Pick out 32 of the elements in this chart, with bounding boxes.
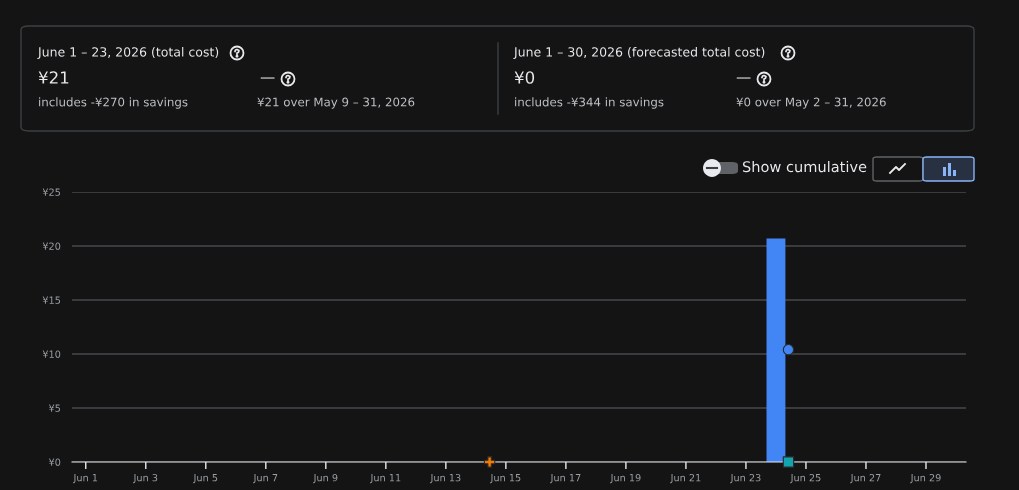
x-tick-label: Jun 7 bbox=[253, 474, 278, 484]
text: — bbox=[736, 77, 751, 79]
text: ¥0 bbox=[514, 71, 535, 84]
x-tick-label: Jun 15 bbox=[490, 474, 521, 484]
y-tick-label: ¥0 bbox=[48, 458, 61, 466]
y-tick-label: ¥5 bbox=[48, 404, 61, 412]
x-tick-label: Jun 21 bbox=[670, 473, 701, 484]
text: June 1 – 23, 2026 (total cost) bbox=[37, 46, 219, 59]
text: — bbox=[260, 77, 275, 79]
text: includes -¥270 in savings bbox=[39, 97, 188, 109]
y-tick-label: ¥20 bbox=[42, 242, 61, 250]
y-tick-label: ¥15 bbox=[42, 296, 61, 304]
x-tick-label: Jun 1 bbox=[73, 474, 98, 484]
x-tick-label: Jun 23 bbox=[730, 473, 761, 484]
x-tick-label: Jun 17 bbox=[550, 474, 581, 484]
x-tick-label: Jun 5 bbox=[193, 474, 218, 484]
x-tick-label: Jun 25 bbox=[790, 473, 821, 484]
text: includes -¥344 in savings bbox=[515, 97, 664, 109]
text: ¥21 bbox=[38, 71, 69, 84]
x-tick-label: Jun 3 bbox=[133, 473, 158, 484]
x-tick-label: Jun 27 bbox=[850, 473, 881, 484]
y-tick-label: ¥25 bbox=[42, 188, 61, 196]
text: June 1 – 30, 2026 (forecasted total cost) bbox=[513, 46, 765, 59]
x-tick-label: Jun 29 bbox=[910, 473, 941, 484]
x-tick-label: Jun 19 bbox=[610, 473, 641, 484]
text: Show cumulative bbox=[742, 160, 867, 173]
text: ¥21 over May 9 – 31, 2026 bbox=[257, 97, 415, 109]
x-tick-label: Jun 9 bbox=[313, 473, 338, 484]
x-tick-label: Jun 13 bbox=[430, 473, 461, 484]
y-tick-label: ¥10 bbox=[42, 350, 61, 358]
text: ¥0 over May 2 – 31, 2026 bbox=[736, 97, 886, 109]
x-tick-label: Jun 11 bbox=[370, 474, 401, 484]
